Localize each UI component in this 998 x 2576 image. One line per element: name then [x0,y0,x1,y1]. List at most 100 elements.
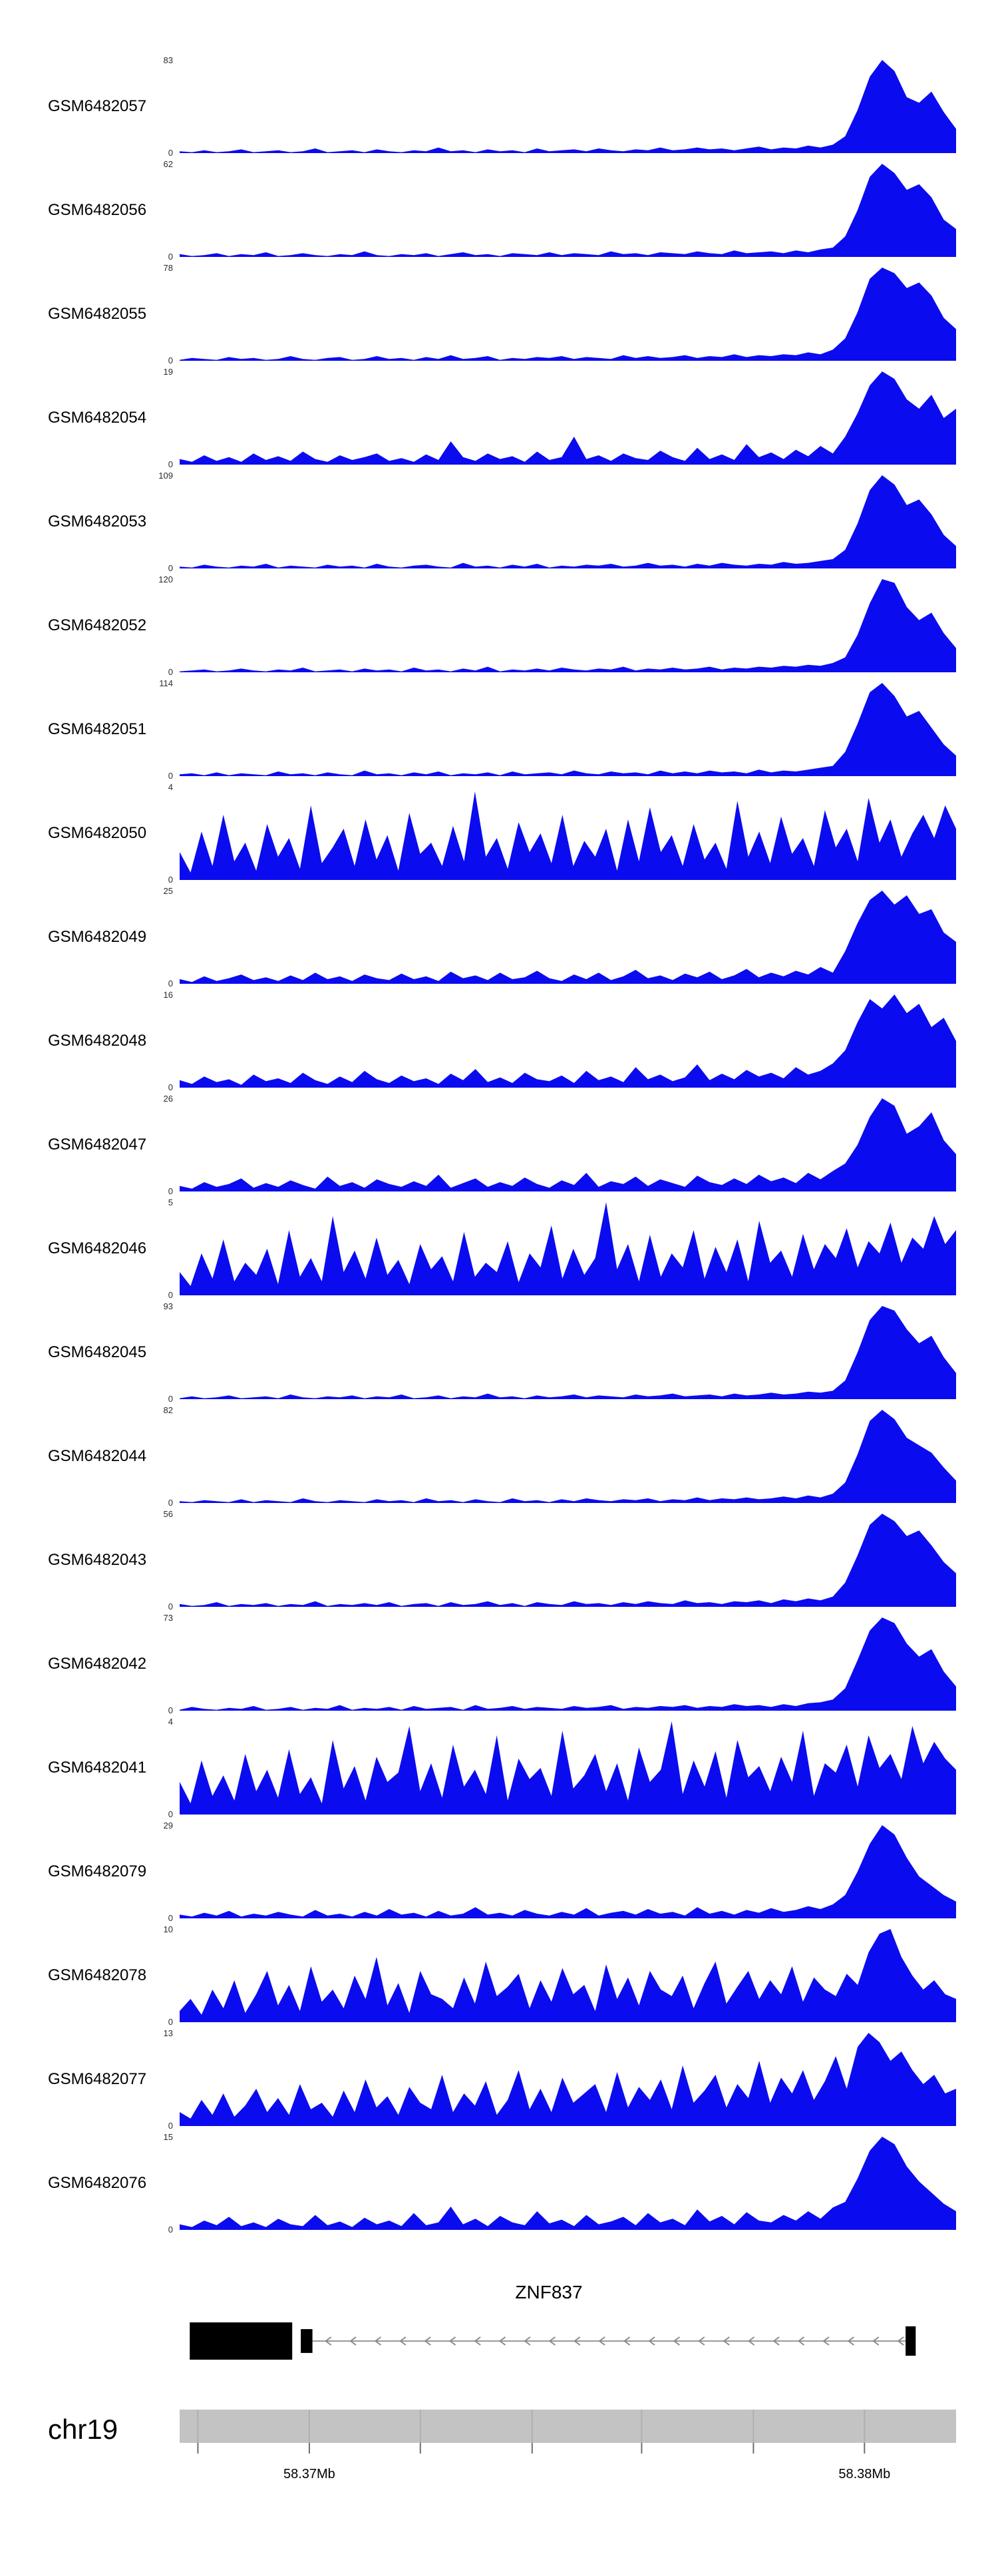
signal-track-row: GSM6482047 26 0 [0,1094,998,1195]
track-sample-label: GSM6482043 [48,1551,147,1569]
track-ymin-label: 0 [168,1394,173,1404]
track-ymin-label: 0 [168,667,173,677]
coverage-area [180,791,956,880]
strand-direction-arrow-icon [822,2336,830,2346]
track-sample-label: GSM6482048 [48,1032,147,1050]
track-ymax-label: 29 [163,1821,173,1830]
gene-exon-box [906,2326,916,2356]
track-sample-label: GSM6482052 [48,616,147,634]
track-ymin-label: 0 [168,875,173,885]
track-ymax-label: 5 [168,1197,173,1207]
signal-track-row: GSM6482079 29 0 [0,1821,998,1922]
genomic-axis-ticks [197,2410,866,2454]
track-ymin-label: 0 [168,355,173,365]
signal-track-row: GSM6482055 78 0 [0,264,998,365]
coverage-signal-plot [180,1929,956,2022]
coverage-signal-plot [180,164,956,257]
coverage-area [180,1929,956,2022]
track-ymax-label: 93 [163,1301,173,1311]
track-sample-label: GSM6482047 [48,1136,147,1154]
coverage-area [180,1202,956,1295]
strand-direction-arrow-icon [498,2336,506,2346]
coverage-signal-plot [180,791,956,880]
coverage-signal-plot [180,2137,956,2230]
track-ymax-label: 16 [163,990,173,1000]
track-sample-label: GSM6482042 [48,1655,147,1673]
signal-track-row: GSM6482042 73 0 [0,1613,998,1715]
track-ymin-label: 0 [168,1082,173,1092]
chromosome-label: chr19 [48,2414,118,2445]
track-ymax-label: 25 [163,886,173,896]
strand-direction-arrow-icon [797,2336,805,2346]
coverage-signal-plot [180,1721,956,1815]
track-ymin-label: 0 [168,1913,173,1923]
strand-direction-arrow-icon [548,2336,556,2346]
track-ymax-label: 83 [163,55,173,65]
track-sample-label: GSM6482049 [48,928,147,946]
coverage-signal-plot [180,1617,956,1711]
track-ymax-label: 13 [163,2028,173,2038]
signal-track-row: GSM6482076 15 0 [0,2133,998,2234]
strand-direction-arrow-icon [673,2336,680,2346]
track-sample-label: GSM6482076 [48,2174,147,2192]
track-sample-label: GSM6482055 [48,305,147,323]
strand-direction-arrow-icon [897,2336,904,2346]
strand-direction-arrow-icon [574,2336,581,2346]
signal-track-row: GSM6482057 83 0 [0,56,998,157]
coverage-area [180,1721,956,1815]
coverage-area [180,60,956,153]
track-ymin-label: 0 [168,771,173,781]
track-sample-label: GSM6482056 [48,201,147,219]
coverage-area [180,683,956,776]
track-ymax-label: 4 [168,782,173,792]
track-ymin-label: 0 [168,148,173,158]
track-sample-label: GSM6482057 [48,97,147,115]
gene-exon-box [301,2329,313,2353]
track-sample-label: GSM6482053 [48,513,147,531]
track-sample-label: GSM6482041 [48,1759,147,1777]
signal-track-row: GSM6482045 93 0 [0,1302,998,1403]
track-sample-label: GSM6482079 [48,1862,147,1880]
track-ymax-label: 10 [163,1924,173,1934]
track-ymin-label: 0 [168,1809,173,1819]
track-sample-label: GSM6482050 [48,824,147,842]
track-ymax-label: 120 [158,574,173,584]
track-ymin-label: 0 [168,459,173,469]
coverage-area [180,891,956,984]
track-ymax-label: 15 [163,2132,173,2142]
coverage-signal-plot [180,683,956,776]
track-ymax-label: 19 [163,367,173,377]
signal-track-row: GSM6482051 114 0 [0,679,998,780]
coverage-area [180,1098,956,1191]
signal-track-row: GSM6482046 5 0 [0,1198,998,1299]
coverage-signal-plot [180,1306,956,1399]
coverage-signal-plot [180,1098,956,1191]
track-ymin-label: 0 [168,1290,173,1300]
coverage-signal-plot [180,268,956,361]
strand-direction-arrow-icon [399,2336,407,2346]
gene-name-label: ZNF837 [515,2282,583,2302]
strand-direction-arrow-icon [524,2336,531,2346]
coverage-area [180,164,956,257]
coverage-area [180,994,956,1088]
track-sample-label: GSM6482051 [48,720,147,738]
coverage-signal-plot [180,994,956,1088]
coverage-area [180,2137,956,2230]
strand-direction-arrow-icon [623,2336,631,2346]
gene-model [190,2322,916,2360]
strand-direction-arrow-icon [448,2336,456,2346]
coverage-area [180,1410,956,1503]
track-ymin-label: 0 [168,1602,173,1611]
coverage-area [180,1306,956,1399]
track-ymax-label: 26 [163,1094,173,1104]
signal-track-row: GSM6482048 16 0 [0,990,998,1092]
signal-track-row: GSM6482050 4 0 [0,783,998,884]
coverage-signal-plot [180,1410,956,1503]
coverage-area [180,1617,956,1711]
coverage-area [180,2033,956,2126]
track-ymax-label: 82 [163,1405,173,1415]
track-ymin-label: 0 [168,2017,173,2027]
coverage-signal-plot [180,371,956,465]
track-sample-label: GSM6482078 [48,1966,147,1984]
